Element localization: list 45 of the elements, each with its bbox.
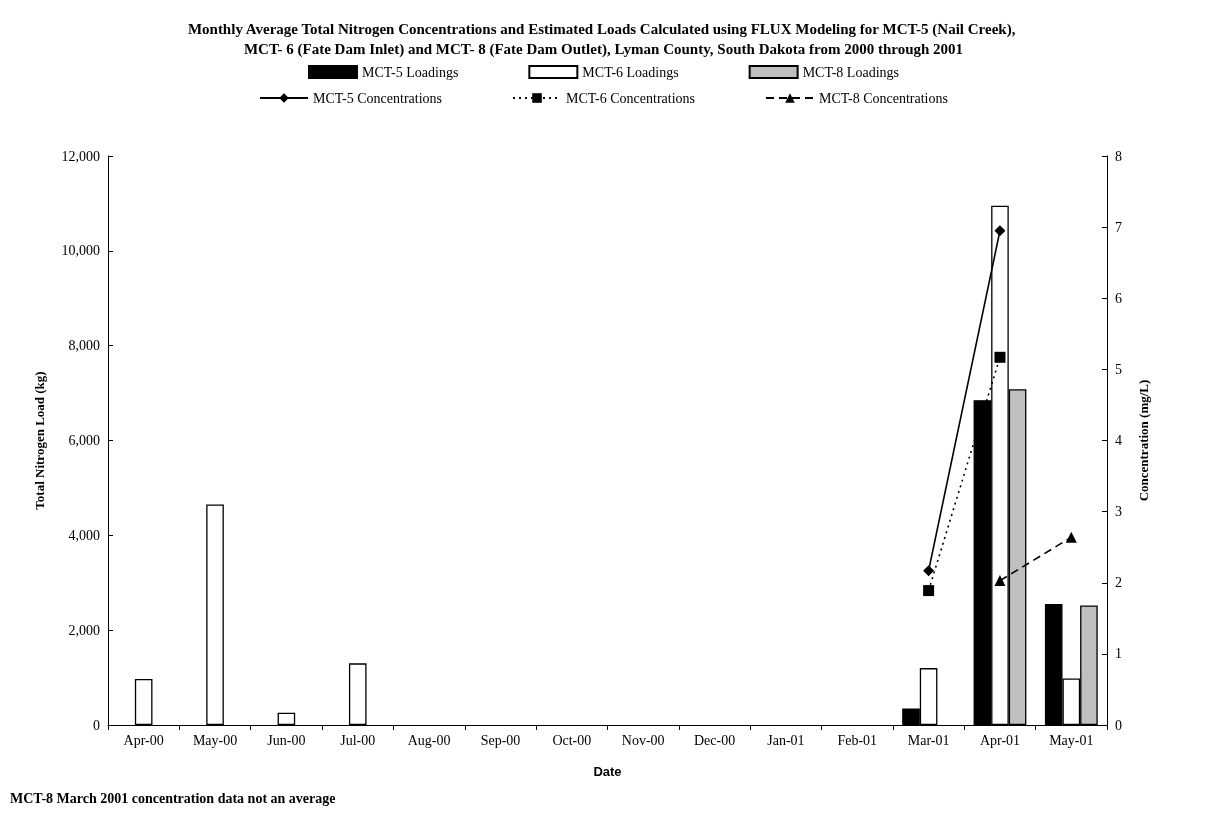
- legend-label: MCT-5 Loadings: [362, 64, 459, 80]
- x-tick-label: Apr-01: [979, 732, 1021, 748]
- legend-label: MCT-8 Concentrations: [818, 90, 948, 106]
- point: [994, 351, 1006, 363]
- y-tick-label: 12,000: [61, 148, 100, 164]
- x-axis-title: Date: [593, 764, 622, 779]
- legend-label: MCT-6 Loadings: [582, 64, 679, 80]
- y2-tick-label: 4: [1115, 433, 1122, 448]
- x-tick-label: Jan-01: [767, 732, 805, 748]
- x-tick-label: Jul-00: [340, 732, 376, 748]
- text: MCT-8 March 2001 concentration data not an average: [10, 790, 336, 806]
- y-tick-label: 2,000: [68, 622, 100, 638]
- chart-title: Monthly Average Total Nitrogen Concentrations and Estimated Loads Calculated using FLUX Modeling for MCT-5 (Nail Creek), MCT- 6 (Fate Dam Inlet) and MCT- 8 (Fate Dam Outlet), Lyman County, South Dakota from 2000 through 2001: [187, 21, 1020, 58]
- y-tick-label: 10,000: [61, 243, 100, 259]
- x-tick-label: May-01: [1049, 732, 1094, 748]
- y2-tick-label: 7: [1115, 219, 1122, 235]
- y2-tick-label: 3: [1115, 504, 1122, 520]
- y2-tick-label: 6: [1115, 290, 1122, 306]
- x-tick-label: Feb-01: [837, 732, 878, 748]
- x-tick-label: Apr-00: [123, 732, 164, 748]
- y2-axis-title: Concentration (mg/L): [1136, 379, 1151, 502]
- x-tick-label: May-00: [192, 732, 238, 748]
- legend-label: MCT-5 Concentrations: [313, 90, 443, 106]
- y2-tick-label: 5: [1115, 361, 1122, 377]
- y-tick-label: 4,000: [68, 527, 100, 543]
- x-tick-label: Aug-00: [407, 732, 451, 748]
- legend-label: MCT-6 Concentrations: [566, 90, 695, 106]
- x-tick-label: Sep-00: [480, 732, 521, 748]
- point: [923, 565, 935, 577]
- x-tick-label: Oct-00: [552, 732, 592, 748]
- x-tick-label: Dec-00: [693, 732, 736, 748]
- y-axis-title: Total Nitrogen Load (kg): [32, 371, 47, 510]
- legend-label: MCT-8 Loadings: [802, 64, 899, 80]
- point: [923, 585, 935, 597]
- y2-tick-label: 0: [1115, 717, 1122, 733]
- x-tick-label: Jun-00: [267, 732, 306, 748]
- x-tick-label: Mar-01: [907, 732, 950, 748]
- y2-tick-label: 2: [1115, 575, 1122, 591]
- point: [994, 225, 1006, 237]
- y-tick-label: 6,000: [68, 433, 100, 448]
- y-tick-label: 8,000: [68, 338, 100, 354]
- y2-tick-label: 8: [1115, 148, 1122, 164]
- x-tick-label: Nov-00: [621, 732, 665, 748]
- y-tick-label: 0: [93, 717, 100, 733]
- y2-tick-label: 1: [1115, 646, 1122, 662]
